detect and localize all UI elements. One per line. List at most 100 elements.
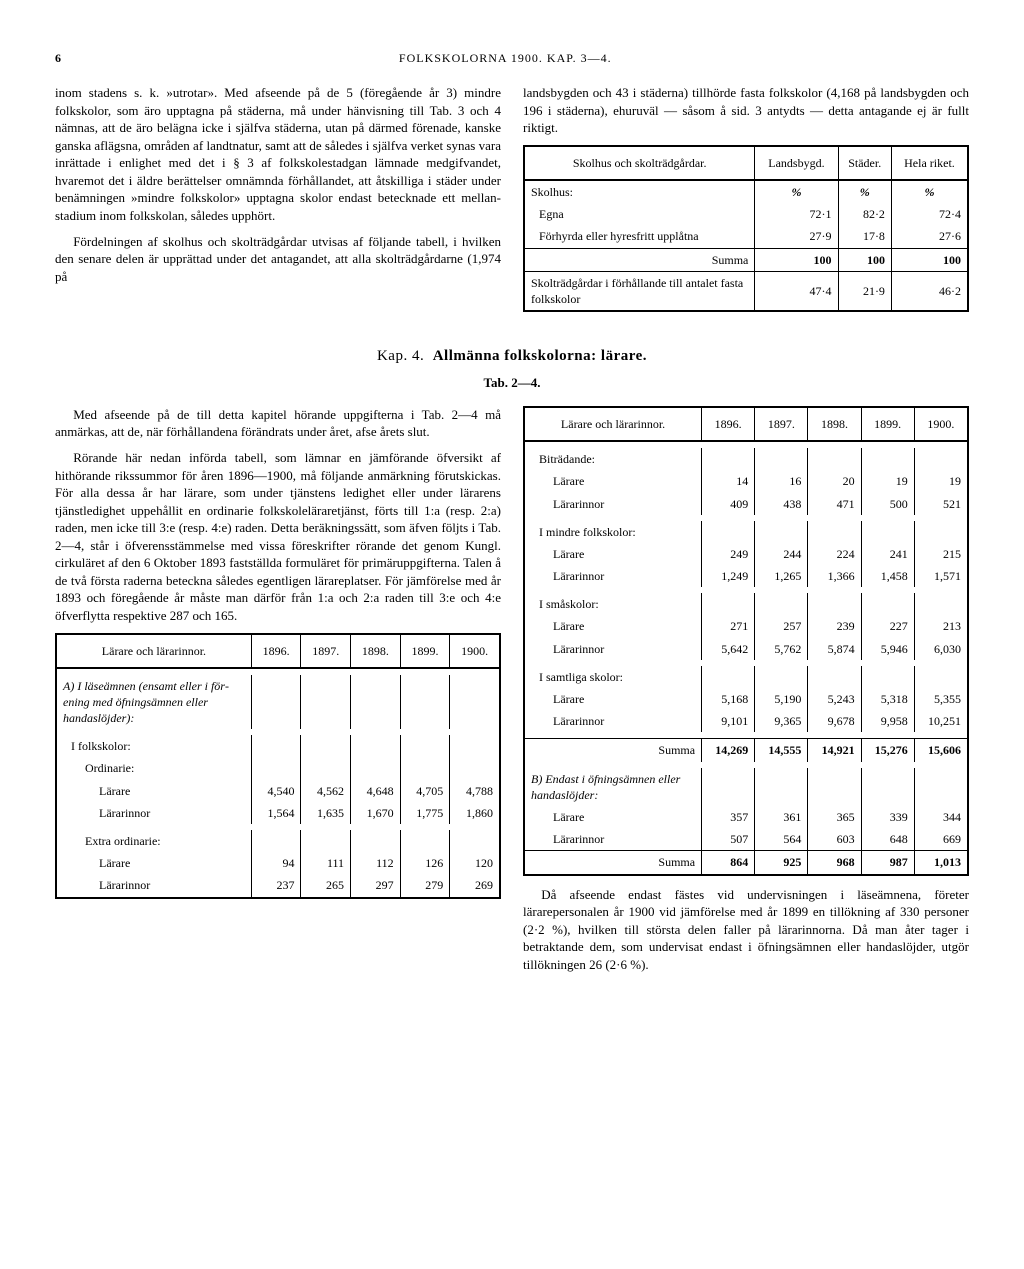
cell: 5,190 — [755, 688, 808, 710]
cell: 271 — [702, 615, 755, 637]
table-row: I samtliga skolor: — [524, 666, 968, 688]
cell: 648 — [861, 828, 914, 851]
cell: 239 — [808, 615, 861, 637]
row-label: Lärare — [56, 852, 251, 874]
cell: 72·4 — [891, 203, 968, 225]
cell: 669 — [914, 828, 968, 851]
t2-h4: 1899. — [400, 634, 450, 668]
row-label: Lärare — [524, 470, 702, 492]
cell: 279 — [400, 874, 450, 897]
cell: 14,921 — [808, 739, 861, 762]
table-row: Lärare249244224241215 — [524, 543, 968, 565]
section-label: Biträdande: — [524, 448, 702, 470]
table-row: Lärarinnor 1,5641,6351,6701,7751,860 — [56, 802, 500, 824]
cell: 19 — [861, 470, 914, 492]
cell: 521 — [914, 493, 968, 515]
t1-h2: Städer. — [838, 146, 891, 180]
cell: 5,762 — [755, 638, 808, 660]
cell: 5,243 — [808, 688, 861, 710]
cell: 1,635 — [301, 802, 351, 824]
cell: 112 — [351, 852, 401, 874]
cell: 20 — [808, 470, 861, 492]
row-label: Skolträdgårdar i förhållande till antale… — [524, 271, 755, 311]
cell: 1,013 — [914, 851, 968, 875]
table-larare-a: Lärare och lärarinnor. 1896. 1897. 1898.… — [55, 633, 501, 899]
para-top-left-1: inom stadens s. k. »utrotar». Med afseen… — [55, 84, 501, 224]
cell: 507 — [702, 828, 755, 851]
table-row: Skolträdgårdar i förhållande till antale… — [524, 271, 968, 311]
mid-para1: Med afseende på de till detta kapitel hö… — [55, 406, 501, 441]
cell: 94 — [251, 852, 301, 874]
cell: % — [755, 180, 838, 203]
cell: 365 — [808, 806, 861, 828]
cell: 100 — [838, 248, 891, 271]
cell: 6,030 — [914, 638, 968, 660]
table-row: Lärarinnor507564603648669 — [524, 828, 968, 851]
cell: 4,648 — [351, 780, 401, 802]
table-row: Lärarinnor1,2491,2651,3661,4581,571 — [524, 565, 968, 587]
cell: 213 — [914, 615, 968, 637]
cell: 19 — [914, 470, 968, 492]
row-label: Lärare — [524, 806, 702, 828]
row-label: Lärare — [56, 780, 251, 802]
table-row: Summa8649259689871,013 — [524, 851, 968, 875]
header-title: FOLKSKOLORNA 1900. KAP. 3—4. — [399, 50, 612, 66]
cell: 4,562 — [301, 780, 351, 802]
cell: 111 — [301, 852, 351, 874]
section-label: I småskolor: — [524, 593, 702, 615]
t2-h5: 1900. — [450, 634, 500, 668]
row-label: Lärarinnor — [56, 874, 251, 897]
section-label: I mindre folkskolor: — [524, 521, 702, 543]
table-row: Lärare357361365339344 — [524, 806, 968, 828]
row-label: Lärarinnor — [524, 493, 702, 515]
table-row: Lärare271257239227213 — [524, 615, 968, 637]
cell: 14 — [702, 470, 755, 492]
cell: 987 — [861, 851, 914, 875]
row-label: Lärarinnor — [524, 565, 702, 587]
cell: 344 — [914, 806, 968, 828]
page-number: 6 — [55, 50, 62, 66]
row-label: Lärarinnor — [56, 802, 251, 824]
table-row: Skolhus:%%% — [524, 180, 968, 203]
cell: 1,458 — [861, 565, 914, 587]
mid-left-column: Med afseende på de till detta kapitel hö… — [55, 406, 501, 981]
cell: 244 — [755, 543, 808, 565]
cell: 1,775 — [400, 802, 450, 824]
cell: 1,564 — [251, 802, 301, 824]
cell: 241 — [861, 543, 914, 565]
cell: 1,366 — [808, 565, 861, 587]
table-row: Summa14,26914,55514,92115,27615,606 — [524, 739, 968, 762]
cell: 1,670 — [351, 802, 401, 824]
t2-h1: 1896. — [251, 634, 301, 668]
cell: 27·6 — [891, 225, 968, 248]
cell: 1,249 — [702, 565, 755, 587]
cell: 9,365 — [755, 710, 808, 732]
cell: 100 — [891, 248, 968, 271]
running-header: 6 FOLKSKOLORNA 1900. KAP. 3—4. — [55, 50, 969, 66]
t2-h3: 1898. — [351, 634, 401, 668]
cell: 215 — [914, 543, 968, 565]
table-row: Lärarinnor5,6425,7625,8745,9466,030 — [524, 638, 968, 660]
table-row: Extra ordinarie: — [56, 830, 500, 852]
row-label: Lärare — [524, 543, 702, 565]
t1-h1: Lands­bygd. — [755, 146, 838, 180]
cell: 864 — [702, 851, 755, 875]
cell: 72·1 — [755, 203, 838, 225]
cell: 1,265 — [755, 565, 808, 587]
t1-h3: Hela riket. — [891, 146, 968, 180]
table-row: I småskolor: — [524, 593, 968, 615]
section-label: A) I läseämnen (ensamt eller i för­ening… — [56, 675, 251, 730]
cell: % — [838, 180, 891, 203]
cell: 1,571 — [914, 565, 968, 587]
table-row: Lärarinnor 237265297279269 — [56, 874, 500, 897]
cell: 227 — [861, 615, 914, 637]
cell: 27·9 — [755, 225, 838, 248]
table-row: Summa100100100 — [524, 248, 968, 271]
t3-h0: Lärare och lärarinnor. — [524, 407, 702, 441]
table-row: Lärare5,1685,1905,2435,3185,355 — [524, 688, 968, 710]
cell: 120 — [450, 852, 500, 874]
cell: 14,269 — [702, 739, 755, 762]
cell: 17·8 — [838, 225, 891, 248]
row-label: Egna — [524, 203, 755, 225]
section-label: I folkskolor: — [56, 735, 251, 757]
